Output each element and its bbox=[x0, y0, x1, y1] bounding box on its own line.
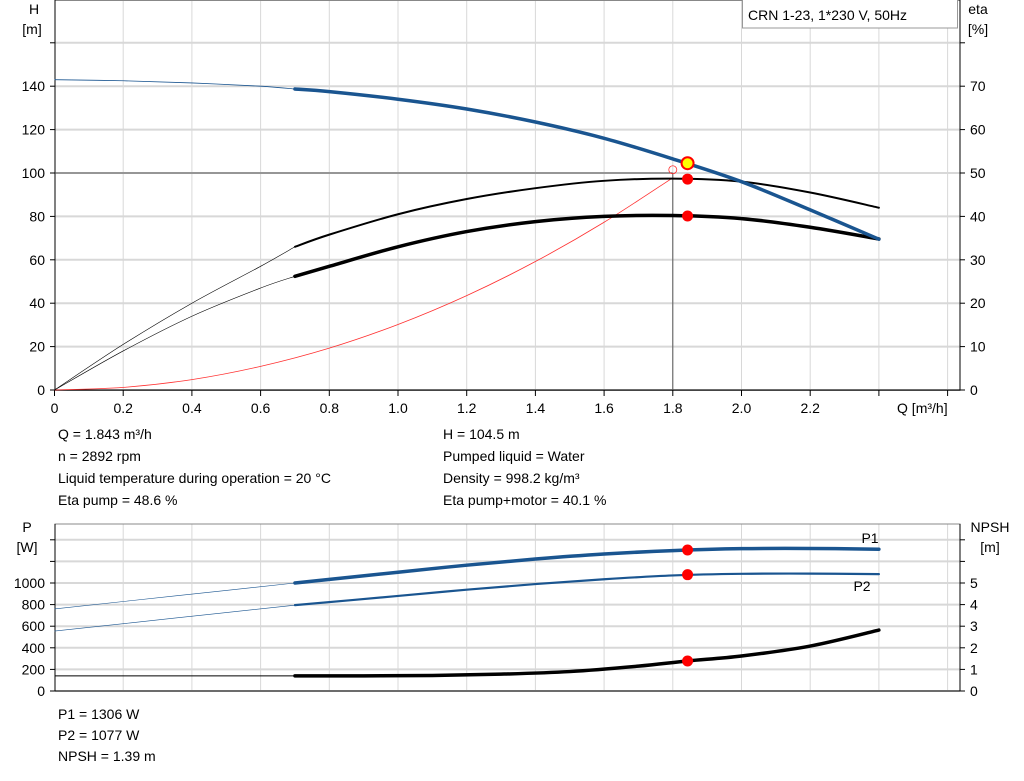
duty-point-eta-pump-motor bbox=[682, 210, 694, 222]
x-tick-label: 2.2 bbox=[800, 400, 820, 416]
y-left-tick-label: 20 bbox=[29, 339, 45, 355]
y-left-tick-label: 40 bbox=[29, 295, 45, 311]
y-right-axis-unit: [m] bbox=[980, 539, 999, 555]
eta-pump-motor-curve bbox=[293, 213, 881, 279]
duty-point-head bbox=[680, 156, 695, 171]
y-right-axis-label: NPSH bbox=[971, 519, 1010, 535]
y-left-axis-unit: [m] bbox=[22, 21, 41, 37]
y-right-tick-label: 50 bbox=[970, 165, 986, 181]
y-right-tick-label: 3 bbox=[970, 618, 978, 634]
x-tick-label: 1.0 bbox=[388, 400, 408, 416]
x-tick-label: 0.8 bbox=[320, 400, 340, 416]
x-tick-label: 1.6 bbox=[594, 400, 614, 416]
y-right-tick-label: 0 bbox=[970, 382, 978, 398]
y-right-tick-label: 10 bbox=[970, 339, 986, 355]
y-left-tick-label: 140 bbox=[22, 78, 46, 94]
readout-text: H = 104.5 m bbox=[443, 426, 520, 442]
y-right-tick-label: 60 bbox=[970, 122, 986, 138]
y-left-tick-label: 400 bbox=[22, 640, 46, 656]
readout-text: Q = 1.843 m³/h bbox=[58, 426, 152, 442]
x-axis-label: Q [m³/h] bbox=[897, 400, 948, 416]
y-left-tick-label: 1000 bbox=[14, 575, 45, 591]
y-left-axis-label: P bbox=[22, 519, 31, 535]
y-right-tick-label: 0 bbox=[970, 683, 978, 699]
duty-point-eta-pump bbox=[682, 173, 694, 185]
x-tick-label: 1.2 bbox=[457, 400, 477, 416]
y-left-tick-label: 800 bbox=[22, 597, 46, 613]
y-right-tick-label: 30 bbox=[970, 252, 986, 268]
y-right-tick-label: 4 bbox=[970, 597, 978, 613]
p2-curve bbox=[293, 572, 880, 607]
readout-text: Liquid temperature during operation = 20… bbox=[58, 470, 331, 486]
y-left-tick-label: 600 bbox=[22, 618, 46, 634]
y-left-axis-unit: [W] bbox=[17, 539, 38, 555]
p1-curve bbox=[293, 546, 881, 585]
p1-series-label: P1 bbox=[861, 530, 878, 546]
x-tick-label: 0 bbox=[51, 400, 59, 416]
y-right-tick-label: 1 bbox=[970, 661, 978, 677]
eta-pump-curve-extrapolated bbox=[54, 246, 296, 391]
legend-box bbox=[742, 0, 958, 29]
readout-text: Pumped liquid = Water bbox=[443, 448, 585, 464]
readout-text: n = 2892 rpm bbox=[58, 448, 141, 464]
readout-text: P2 = 1077 W bbox=[58, 727, 140, 743]
x-tick-label: 1.4 bbox=[526, 400, 546, 416]
p2-curve-extrapolated bbox=[54, 604, 295, 632]
duty-point-p1 bbox=[682, 544, 694, 556]
npsh-curve bbox=[293, 628, 881, 678]
head-curve-extrapolated bbox=[54, 79, 295, 90]
y-right-axis-label: eta bbox=[968, 1, 988, 17]
p2-series-label: P2 bbox=[853, 578, 870, 594]
system-intersection-marker bbox=[668, 165, 678, 175]
x-tick-label: 1.8 bbox=[663, 400, 683, 416]
y-left-tick-label: 80 bbox=[29, 208, 45, 224]
x-tick-label: 2.0 bbox=[732, 400, 752, 416]
x-tick-label: 0.6 bbox=[251, 400, 271, 416]
duty-point-p2 bbox=[682, 569, 694, 581]
y-right-tick-label: 40 bbox=[970, 208, 986, 224]
y-left-axis-label: H bbox=[29, 1, 39, 17]
readout-text: NPSH = 1.39 m bbox=[58, 748, 156, 764]
system-curve bbox=[54, 177, 674, 391]
x-tick-label: 0.4 bbox=[182, 400, 202, 416]
head-curve bbox=[293, 87, 881, 241]
eta-pump-motor-curve-extrapolated bbox=[54, 276, 296, 391]
y-left-tick-label: 60 bbox=[29, 252, 45, 268]
readout-text: P1 = 1306 W bbox=[58, 706, 140, 722]
y-left-tick-label: 100 bbox=[22, 165, 46, 181]
y-right-tick-label: 20 bbox=[970, 295, 986, 311]
y-left-tick-label: 0 bbox=[37, 382, 45, 398]
y-right-axis-unit: [%] bbox=[968, 21, 988, 37]
readout-text: Eta pump+motor = 40.1 % bbox=[443, 492, 606, 508]
duty-point-npsh bbox=[682, 655, 694, 667]
y-right-tick-label: 2 bbox=[970, 640, 978, 656]
p1-curve-extrapolated bbox=[54, 582, 295, 610]
y-left-tick-label: 200 bbox=[22, 661, 46, 677]
y-right-tick-label: 5 bbox=[970, 575, 978, 591]
y-left-tick-label: 0 bbox=[37, 683, 45, 699]
readout-text: Density = 998.2 kg/m³ bbox=[443, 470, 580, 486]
y-left-tick-label: 120 bbox=[22, 122, 46, 138]
eta-pump-curve bbox=[293, 177, 880, 248]
readout-text: Eta pump = 48.6 % bbox=[58, 492, 177, 508]
x-tick-label: 0.2 bbox=[113, 400, 133, 416]
legend-box-text: CRN 1-23, 1*230 V, 50Hz bbox=[748, 7, 907, 23]
y-right-tick-label: 70 bbox=[970, 78, 986, 94]
